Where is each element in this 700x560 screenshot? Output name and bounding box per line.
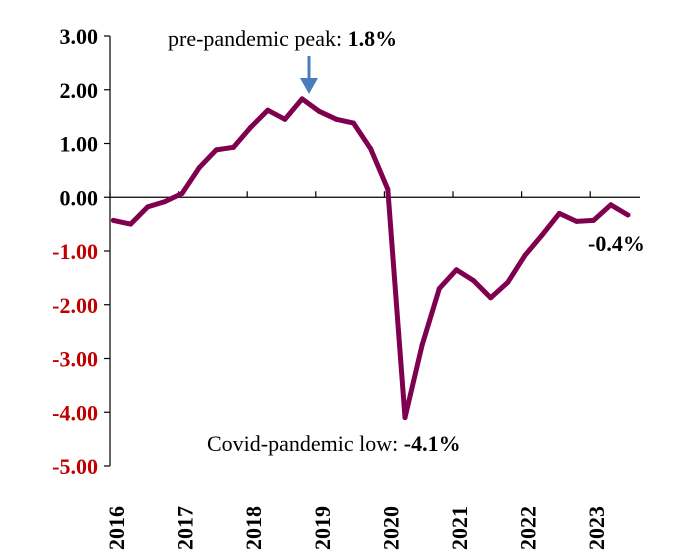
x-tick-label: 2020 [378,506,403,550]
x-tick-label: 2023 [584,506,609,550]
y-tick-label: -4.00 [52,400,98,425]
data-point [608,202,614,208]
arrow-head-icon [300,78,318,94]
y-tick-label: -1.00 [52,239,98,264]
data-point [402,415,408,421]
data-point [471,278,477,284]
x-tick-label: 2021 [447,506,472,550]
data-point [625,212,631,218]
y-tick-label: 2.00 [60,78,99,103]
x-tick-label: 2018 [241,506,266,550]
x-tick-label: 2019 [310,506,335,550]
data-point [419,342,425,348]
peak-label: pre-pandemic peak: [168,26,348,51]
data-point [522,252,528,258]
series-group [110,96,631,421]
data-point [591,217,597,223]
data-point [539,232,545,238]
data-point [299,96,305,102]
y-tick-label: -2.00 [52,293,98,318]
x-axis: 2016 2017 2018 2019 2020 2021 2022 2023 [104,191,640,550]
data-point [436,286,442,292]
x-tick-label: 2016 [104,506,129,550]
y-tick-label: 0.00 [60,185,99,210]
arrow-annotation [300,56,318,94]
data-point [162,199,168,205]
data-point [179,191,185,196]
x-tick-label: 2017 [173,506,198,550]
data-point [282,116,288,122]
data-point [128,221,134,227]
peak-annotation: pre-pandemic peak: 1.8% [168,26,397,51]
data-point [333,116,339,122]
data-point [368,146,374,152]
data-point [248,124,254,130]
y-tick-label: 3.00 [60,24,99,49]
data-point [265,107,271,113]
low-value: -4.1% [404,431,461,456]
data-point [351,120,356,126]
low-annotation: Covid-pandemic low: -4.1% [207,431,461,456]
data-point [196,165,202,171]
data-point [385,186,391,192]
data-point [213,147,219,153]
data-point [574,218,579,224]
data-point [505,279,511,285]
y-tick-label: 1.00 [60,132,99,157]
data-point [556,210,562,216]
data-point [145,204,151,210]
y-tick-label: -5.00 [52,454,98,479]
y-tick-label: -3.00 [52,347,98,372]
data-point [453,267,459,273]
data-point [231,144,236,150]
data-point [316,108,322,114]
last-value-label: -0.4% [588,231,645,256]
x-tick-label: 2022 [516,506,541,550]
low-label: Covid-pandemic low: [207,431,404,456]
y-axis: 3.00 2.00 1.00 0.00 -1.00 -2.00 -3.00 -4.00 -5.0… [52,24,111,479]
data-point [110,217,116,223]
peak-value: 1.8% [348,26,398,51]
data-point [488,295,494,301]
